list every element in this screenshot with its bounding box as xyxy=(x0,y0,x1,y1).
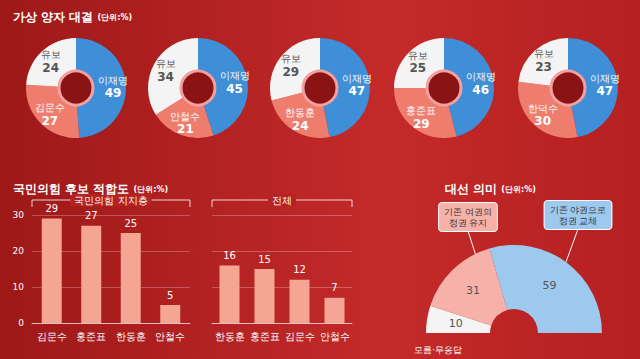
svg-text:홍준표: 홍준표 xyxy=(406,105,436,116)
svg-text:기존 여권의: 기존 여권의 xyxy=(444,207,492,217)
svg-text:유보: 유보 xyxy=(41,49,61,60)
svg-text:10: 10 xyxy=(449,317,463,330)
svg-text:16: 16 xyxy=(223,250,236,261)
svg-text:가상 양자 대결: 가상 양자 대결 xyxy=(13,10,98,24)
svg-text:5: 5 xyxy=(167,290,173,301)
svg-text:전체: 전체 xyxy=(272,195,292,206)
svg-text:한덕수: 한덕수 xyxy=(528,103,558,114)
svg-text:한동훈: 한동훈 xyxy=(116,331,146,342)
svg-text:(단위:%): (단위:%) xyxy=(501,185,536,194)
svg-text:30: 30 xyxy=(534,114,551,128)
svg-text:21: 21 xyxy=(177,122,194,136)
svg-text:유보: 유보 xyxy=(534,48,554,59)
svg-text:안철수: 안철수 xyxy=(170,111,200,122)
svg-text:47: 47 xyxy=(596,84,613,98)
svg-text:김문수: 김문수 xyxy=(285,331,315,342)
svg-text:23: 23 xyxy=(535,60,552,74)
svg-text:(단위:%): (단위:%) xyxy=(134,185,169,194)
svg-text:0: 0 xyxy=(18,318,24,328)
svg-text:25: 25 xyxy=(124,218,137,229)
svg-text:기존 야권으로: 기존 야권으로 xyxy=(550,205,607,215)
svg-text:정권 교체: 정권 교체 xyxy=(559,216,598,226)
svg-text:정권 유지: 정권 유지 xyxy=(449,218,488,228)
svg-text:안철수: 안철수 xyxy=(320,331,350,342)
svg-text:홍준표: 홍준표 xyxy=(250,331,280,342)
svg-text:한동훈: 한동훈 xyxy=(215,331,245,342)
svg-text:이재명: 이재명 xyxy=(220,70,250,81)
svg-text:12: 12 xyxy=(293,264,306,275)
svg-text:(단위:%): (단위:%) xyxy=(98,13,133,22)
svg-text:모름·무응답: 모름·무응답 xyxy=(414,345,462,355)
svg-text:29: 29 xyxy=(413,117,430,131)
svg-text:7: 7 xyxy=(331,282,337,293)
svg-text:홍준표: 홍준표 xyxy=(76,331,106,342)
svg-text:25: 25 xyxy=(409,61,426,75)
svg-text:46: 46 xyxy=(472,83,489,97)
svg-text:15: 15 xyxy=(258,254,271,265)
svg-text:대선 의미: 대선 의미 xyxy=(445,182,501,196)
svg-text:27: 27 xyxy=(85,210,98,221)
svg-text:30: 30 xyxy=(13,210,25,220)
svg-text:김문수: 김문수 xyxy=(35,102,65,113)
svg-text:이재명: 이재명 xyxy=(590,73,620,84)
svg-text:45: 45 xyxy=(226,82,243,96)
svg-text:29: 29 xyxy=(282,65,299,79)
svg-text:34: 34 xyxy=(157,70,174,84)
svg-text:이재명: 이재명 xyxy=(98,75,128,86)
svg-text:49: 49 xyxy=(105,86,122,100)
svg-text:47: 47 xyxy=(348,84,365,98)
svg-text:한동훈: 한동훈 xyxy=(285,107,315,118)
svg-text:59: 59 xyxy=(542,279,556,292)
svg-text:이재명: 이재명 xyxy=(342,73,372,84)
svg-text:24: 24 xyxy=(42,61,59,75)
svg-text:24: 24 xyxy=(292,119,309,133)
svg-text:유보: 유보 xyxy=(281,53,301,64)
svg-text:국민의힘 후보 적합도: 국민의힘 후보 적합도 xyxy=(13,182,134,196)
svg-text:국민의힘 지지층: 국민의힘 지지층 xyxy=(74,195,147,206)
svg-text:안철수: 안철수 xyxy=(155,331,185,342)
svg-text:29: 29 xyxy=(45,203,58,214)
svg-text:유보: 유보 xyxy=(156,58,176,69)
svg-text:10: 10 xyxy=(13,282,25,292)
svg-text:20: 20 xyxy=(13,246,25,256)
svg-text:이재명: 이재명 xyxy=(466,71,496,82)
svg-text:31: 31 xyxy=(466,284,480,297)
svg-text:유보: 유보 xyxy=(408,50,428,61)
svg-text:김문수: 김문수 xyxy=(37,331,67,342)
svg-text:27: 27 xyxy=(41,114,58,128)
